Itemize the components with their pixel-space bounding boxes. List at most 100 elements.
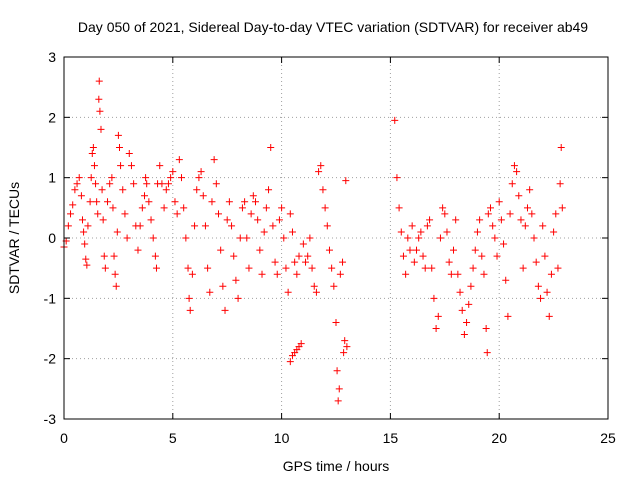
- data-point-marker: [491, 234, 499, 242]
- data-point-marker: [436, 234, 444, 242]
- data-point-marker: [541, 252, 549, 260]
- data-point-marker: [94, 210, 102, 218]
- data-point-marker: [156, 162, 164, 170]
- data-point-marker: [458, 306, 466, 314]
- data-point-marker: [117, 162, 125, 170]
- data-point-marker: [278, 204, 286, 212]
- data-point-marker: [391, 116, 399, 124]
- data-point-marker: [121, 210, 129, 218]
- data-point-marker: [147, 216, 155, 224]
- data-point-marker: [304, 252, 312, 260]
- data-point-marker: [297, 340, 305, 348]
- data-point-marker: [450, 246, 458, 254]
- data-point-marker: [193, 186, 201, 194]
- data-point-marker: [543, 288, 551, 296]
- data-point-marker: [333, 367, 341, 375]
- y-tick-label: 1: [48, 170, 56, 186]
- data-point-marker: [86, 198, 94, 206]
- data-point-marker: [291, 258, 299, 266]
- data-point-marker: [206, 288, 214, 296]
- data-point-marker: [480, 270, 488, 278]
- data-point-marker: [554, 264, 562, 272]
- data-point-marker: [502, 276, 510, 284]
- data-point-marker: [143, 180, 151, 188]
- data-point-marker: [108, 174, 116, 182]
- data-point-marker: [402, 270, 410, 278]
- y-tick-label: -2: [44, 351, 57, 367]
- grid-lines: [64, 57, 608, 419]
- y-axis-label: SDTVAR / TECUs: [6, 182, 22, 294]
- data-point-marker: [308, 264, 316, 272]
- data-point-marker: [343, 343, 351, 351]
- data-point-marker: [519, 264, 527, 272]
- data-point-marker: [275, 216, 283, 224]
- data-point-marker: [212, 180, 220, 188]
- data-point-marker: [173, 210, 181, 218]
- x-tick-label: 10: [274, 430, 290, 446]
- data-point-marker: [217, 246, 225, 254]
- data-point-marker: [162, 186, 170, 194]
- data-point-marker: [260, 228, 268, 236]
- data-point-marker: [478, 252, 486, 260]
- data-point-marker: [413, 246, 421, 254]
- data-point-marker: [323, 222, 331, 230]
- data-point-marker: [188, 270, 196, 278]
- data-point-marker: [495, 198, 503, 206]
- data-point-marker: [325, 246, 333, 254]
- x-tick-label: 20: [491, 430, 507, 446]
- data-point-marker: [75, 174, 83, 182]
- data-point-marker: [234, 294, 242, 302]
- data-point-marker: [340, 349, 348, 357]
- data-point-marker: [201, 222, 209, 230]
- y-tick-label: 0: [48, 230, 56, 246]
- data-point-marker: [282, 264, 290, 272]
- data-point-marker: [89, 144, 97, 151]
- data-point-marker: [223, 216, 231, 224]
- data-point-marker: [483, 349, 491, 357]
- data-point-marker: [127, 162, 135, 170]
- data-point-marker: [84, 222, 92, 230]
- data-point-marker: [513, 168, 521, 176]
- data-point-marker: [130, 180, 138, 188]
- data-point-marker: [113, 228, 121, 236]
- data-point-marker: [528, 210, 536, 218]
- data-point-marker: [81, 240, 89, 248]
- data-point-marker: [439, 204, 447, 212]
- data-point-marker: [463, 318, 471, 326]
- y-tick-label: -3: [44, 411, 57, 427]
- data-point-marker: [195, 174, 203, 182]
- x-tick-label: 5: [169, 430, 177, 446]
- data-point-marker: [149, 234, 157, 242]
- data-point-marker: [532, 258, 540, 266]
- data-point-marker: [160, 204, 168, 212]
- data-point-marker: [199, 192, 207, 200]
- data-point-marker: [465, 300, 473, 308]
- data-point-marker: [271, 258, 279, 266]
- data-point-marker: [180, 204, 188, 212]
- data-point-marker: [447, 270, 455, 278]
- data-point-marker: [476, 216, 484, 224]
- data-point-marker: [469, 264, 477, 272]
- data-point-marker: [106, 180, 114, 188]
- data-point-marker: [73, 180, 81, 188]
- data-point-marker: [104, 198, 112, 206]
- data-point-marker: [471, 246, 479, 254]
- data-point-marker: [151, 252, 159, 260]
- data-point-marker: [145, 198, 153, 206]
- data-point-marker: [315, 168, 323, 176]
- data-point-marker: [69, 201, 77, 209]
- data-point-marker: [399, 252, 407, 260]
- data-point-marker: [169, 168, 177, 176]
- data-point-marker: [78, 216, 86, 224]
- data-point-marker: [134, 246, 142, 254]
- data-point-marker: [197, 168, 205, 176]
- data-point-marker: [186, 306, 194, 314]
- data-point-marker: [115, 144, 123, 151]
- data-point-marker: [534, 282, 542, 290]
- data-point-marker: [552, 210, 560, 218]
- data-point-marker: [393, 174, 401, 182]
- data-point-marker: [138, 204, 146, 212]
- data-point-marker: [510, 162, 518, 170]
